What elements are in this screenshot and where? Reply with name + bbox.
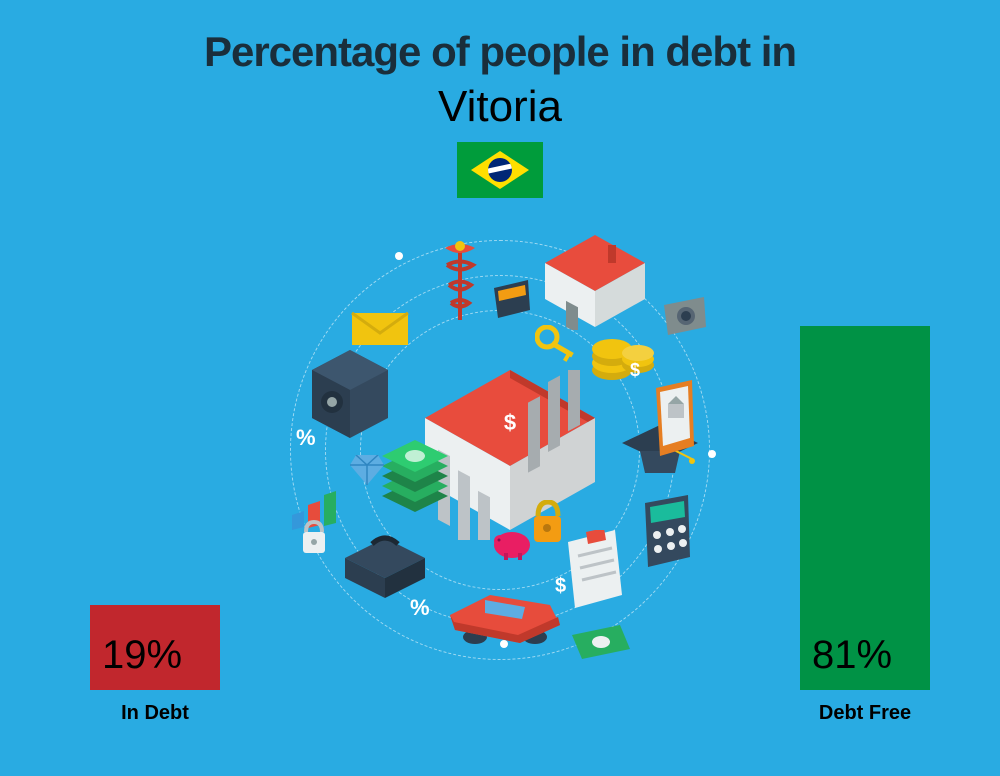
envelope-icon bbox=[350, 305, 410, 347]
title-line2: Vitoria bbox=[0, 82, 1000, 132]
flag-band bbox=[488, 163, 512, 175]
finance-illustration: $ bbox=[280, 230, 720, 670]
calculator-icon bbox=[640, 495, 695, 570]
small-lock-icon bbox=[300, 520, 328, 556]
camera-icon bbox=[660, 295, 710, 337]
bar-in-debt: 19% bbox=[90, 605, 220, 691]
diamond-icon bbox=[350, 455, 384, 485]
title-line1: Percentage of people in debt in bbox=[0, 28, 1000, 76]
device-icon bbox=[490, 280, 534, 320]
bar-debt-free: 81% bbox=[800, 326, 930, 691]
svg-text:$: $ bbox=[504, 410, 516, 435]
cash-stack-icon bbox=[380, 440, 450, 520]
bar-debt-free-value: 81% bbox=[812, 633, 892, 678]
orbit-dot bbox=[708, 450, 716, 458]
safe-icon bbox=[310, 350, 390, 440]
flag-diamond bbox=[471, 151, 529, 189]
percent-icon: % bbox=[296, 425, 316, 451]
dollar-icon: $ bbox=[555, 575, 566, 598]
bill-icon bbox=[570, 625, 632, 661]
padlock-icon bbox=[530, 500, 565, 545]
percent-icon: % bbox=[410, 595, 430, 621]
bar-in-debt-label: In Debt bbox=[90, 702, 220, 725]
coins-icon bbox=[590, 315, 660, 385]
clipboard-icon bbox=[560, 530, 630, 615]
caduceus-icon bbox=[435, 240, 485, 325]
brazil-flag-icon bbox=[457, 142, 543, 198]
orbit-dot bbox=[500, 640, 508, 648]
flag-globe bbox=[488, 158, 512, 182]
briefcase-icon bbox=[340, 530, 430, 600]
bar-in-debt-value: 19% bbox=[102, 633, 182, 678]
car-icon bbox=[440, 575, 570, 650]
dollar-icon: $ bbox=[630, 360, 640, 381]
piggy-bank-icon bbox=[490, 525, 534, 561]
orbit-dot bbox=[395, 252, 403, 260]
key-icon bbox=[535, 325, 580, 365]
bar-debt-free-label: Debt Free bbox=[800, 702, 930, 725]
phone-icon bbox=[650, 380, 698, 458]
